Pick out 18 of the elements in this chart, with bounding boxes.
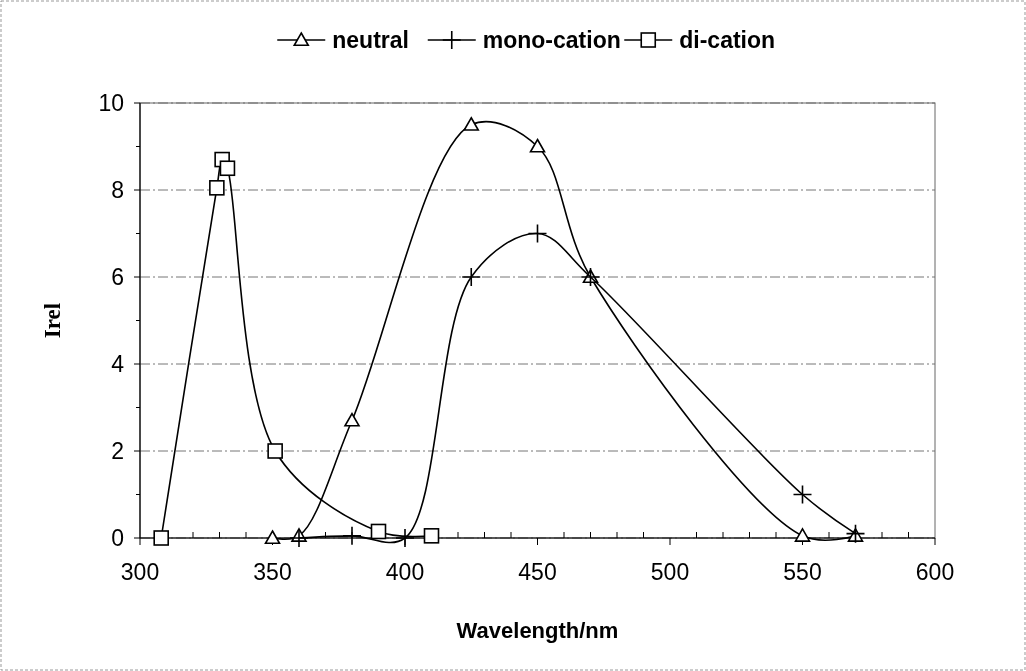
legend-label: di-cation <box>679 27 776 53</box>
y-tick-label: 10 <box>98 90 124 116</box>
x-tick-label: 550 <box>783 559 822 585</box>
x-tick-label: 600 <box>915 559 955 585</box>
x-tick-label: 400 <box>385 559 425 585</box>
x-tick-label: 300 <box>120 559 160 585</box>
y-tick-label: 2 <box>111 438 124 464</box>
x-tick-label: 500 <box>650 559 690 585</box>
x-axis-title: Wavelength/nm <box>456 618 619 643</box>
y-tick-label: 8 <box>111 177 124 203</box>
legend-label: neutral <box>332 27 409 53</box>
y-tick-label: 0 <box>111 525 124 551</box>
y-tick-label: 4 <box>111 351 125 377</box>
legend-label: mono-cation <box>482 27 621 53</box>
y-tick-label: 6 <box>111 264 124 290</box>
x-tick-label: 350 <box>253 559 292 585</box>
y-axis-title: Irel <box>40 302 65 339</box>
x-tick-label: 450 <box>518 559 557 585</box>
